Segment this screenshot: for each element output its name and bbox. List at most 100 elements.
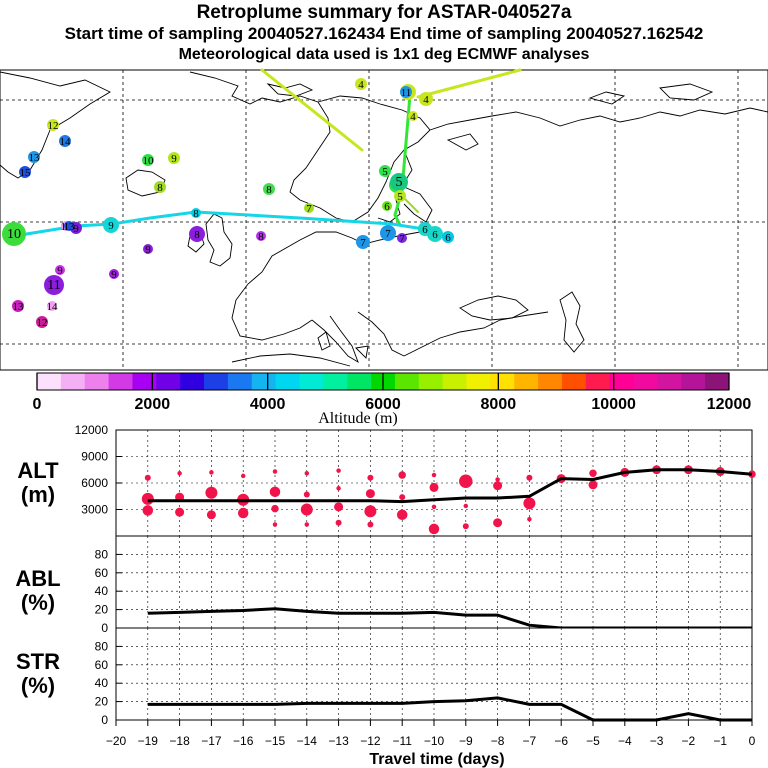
- map-marker-label: 5: [382, 166, 388, 178]
- map-marker: 4: [408, 111, 418, 123]
- colorbar-cell: [633, 373, 658, 390]
- x-tick-label: −10: [424, 734, 445, 748]
- map-marker-label: 12: [48, 120, 59, 132]
- map-marker-label: 8: [194, 229, 200, 241]
- map-marker: 9: [103, 217, 119, 233]
- altitude-colorbar: 0 2000 4000 6000 8000 10000 12000 Altitude (m): [33, 372, 751, 427]
- alt-cluster-point: [463, 503, 469, 509]
- colorbar-cell: [514, 373, 539, 390]
- alt-cluster-point: [272, 469, 278, 474]
- map-marker-label: 5: [396, 175, 403, 190]
- map-marker: 5: [379, 165, 391, 178]
- map-marker-label: 14: [47, 301, 59, 313]
- map-marker-label: 12: [37, 317, 48, 329]
- map-marker-label: 11: [47, 278, 60, 293]
- map-marker: 6: [427, 226, 443, 242]
- alt-cluster-point: [206, 510, 216, 520]
- alt-panel: ALT (m) 3000 6000 9000 12000: [17, 423, 756, 537]
- map-marker-label: 13: [64, 221, 76, 233]
- coastlines: [0, 71, 768, 367]
- alt-cluster-point: [493, 518, 503, 528]
- map-marker-label: 6: [445, 232, 451, 244]
- map-marker-label: 14: [60, 136, 72, 148]
- map-marker: 12: [47, 119, 59, 132]
- map-marker-label: 15: [20, 167, 32, 179]
- alt-cluster-point: [462, 523, 469, 530]
- colorbar-cell: [347, 373, 372, 390]
- map-marker: 10: [142, 154, 154, 167]
- map-marker: 5: [394, 190, 406, 203]
- alt-cluster-point: [271, 504, 279, 513]
- alt-cluster-point: [364, 505, 377, 518]
- alt-cluster-point: [303, 491, 310, 498]
- alt-cluster-point: [431, 472, 437, 478]
- alt-cluster-point: [141, 492, 154, 505]
- colorbar-cell: [705, 373, 730, 390]
- map-marker: 7: [304, 203, 314, 215]
- map-marker-label: 4: [410, 111, 416, 123]
- x-tick-label: −5: [586, 734, 600, 748]
- alt-cluster-point: [336, 468, 341, 473]
- alt-cluster-point: [335, 519, 342, 526]
- y-tick-label: 6000: [81, 476, 108, 490]
- str-panel: STR (%) 0 20 40 60 80: [16, 627, 753, 727]
- y-tick-label: 20: [95, 695, 109, 709]
- alt-cluster-point: [526, 474, 533, 481]
- alt-cluster-point: [527, 516, 532, 522]
- alt-cluster-point: [459, 474, 473, 488]
- colorbar-label: Altitude (m): [318, 410, 398, 427]
- colorbar-cell: [609, 373, 635, 390]
- colorbar-cell: [108, 373, 133, 390]
- x-tick-label: −7: [523, 734, 537, 748]
- map-marker: 8: [154, 181, 166, 194]
- x-tick-label: −4: [618, 734, 632, 748]
- alt-cluster-point: [367, 474, 374, 481]
- x-tick-label: −12: [360, 734, 381, 748]
- map-marker: 6: [442, 231, 454, 244]
- colorbar-cell: [681, 373, 706, 390]
- map-marker-label: 8: [157, 182, 163, 194]
- y-tick-label: 60: [95, 566, 109, 580]
- alt-cluster-point: [144, 474, 151, 481]
- x-tick-label: −1: [713, 734, 727, 748]
- map-marker-label: 6: [422, 224, 428, 236]
- page-title: Retroplume summary for ASTAR-040527a: [196, 2, 572, 23]
- map-marker: 7: [397, 233, 407, 245]
- colorbar-cell: [60, 373, 86, 390]
- x-tick-label: −20: [106, 734, 127, 748]
- colorbar-cell: [37, 373, 62, 390]
- colorbar-cell: [156, 373, 181, 390]
- map-marker-label: 9: [57, 265, 63, 277]
- sampling-times: Start time of sampling 20040527.162434 E…: [64, 24, 704, 43]
- x-tick-label: −17: [201, 734, 222, 748]
- alt-cluster-point: [269, 486, 281, 498]
- y-tick-label: 40: [95, 584, 109, 598]
- x-tick-label: −3: [650, 734, 664, 748]
- map-markers: 4444555566667777888889999991010101111121…: [2, 78, 454, 329]
- x-tick-label: 0: [749, 734, 756, 748]
- map-marker-label: 6: [384, 201, 390, 213]
- map-marker-label: 9: [111, 269, 117, 281]
- colorbar-cell: [442, 373, 468, 390]
- map-marker: 8: [256, 231, 266, 243]
- map-marker-label: 9: [108, 220, 114, 232]
- map-marker-label: 8: [258, 231, 264, 243]
- colorbar-cell: [561, 373, 587, 390]
- alt-cluster-point: [304, 471, 310, 476]
- map-marker-label: 7: [399, 233, 405, 245]
- alt-cluster-point: [336, 486, 341, 491]
- colorbar-cell: [204, 373, 229, 390]
- map-marker-label: 13: [13, 301, 25, 313]
- colorbar-cell: [132, 373, 157, 390]
- map-marker: 6: [382, 201, 392, 213]
- colorbar-cell: [490, 373, 515, 390]
- map-marker: 13: [28, 151, 40, 164]
- alt-cluster-point: [177, 471, 182, 476]
- map-marker-label: 10: [143, 155, 155, 167]
- colorbar-cell: [84, 373, 110, 390]
- abl-panel: ABL (%) 0 20 40 60 80: [15, 535, 753, 635]
- alt-cluster-point: [205, 486, 218, 499]
- y-tick-label: 3000: [81, 503, 108, 517]
- colorbar-cell: [657, 373, 682, 390]
- x-tick-label: −6: [554, 734, 568, 748]
